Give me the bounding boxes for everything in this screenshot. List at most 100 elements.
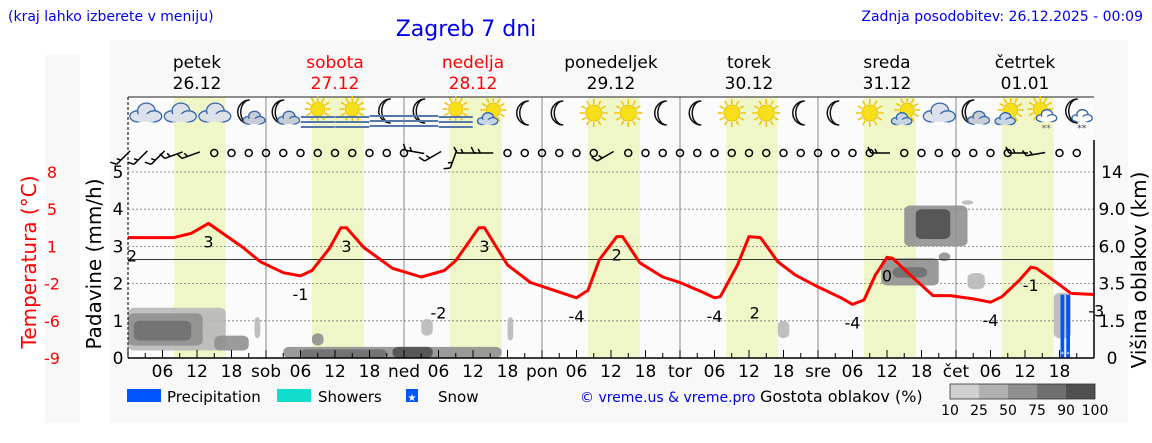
cloudy-icon	[129, 102, 163, 123]
wind-barb-feather	[133, 157, 139, 161]
precipitation-axis-label: Padavine (mm/h)	[82, 178, 106, 349]
wind-barb-icon	[159, 151, 183, 160]
wind-calm-icon	[330, 148, 340, 158]
moon-shape	[792, 100, 805, 126]
x-tick-label: 06	[152, 362, 174, 382]
temperature-value-label: -3	[1088, 302, 1104, 321]
wind-barb-feather	[166, 152, 171, 157]
precipitation-tick: 0	[113, 349, 124, 369]
day-name: petek	[173, 53, 221, 73]
cloudy-icon	[198, 102, 232, 123]
sun-ray	[913, 113, 919, 118]
wind-calm-icon	[796, 148, 805, 158]
sun-ray	[770, 100, 774, 106]
daylight-band	[726, 97, 778, 358]
x-tick-label: 06	[566, 362, 588, 382]
x-tick-label: 06	[704, 362, 726, 382]
density-swatch	[950, 384, 979, 399]
wind-calm-icon	[727, 148, 736, 158]
day-date: 30.12	[725, 74, 774, 94]
snow-icon: *	[1061, 351, 1064, 358]
precipitation-bar	[1066, 294, 1070, 358]
wind-calm-icon	[348, 148, 357, 158]
wind-calm-icon	[641, 148, 650, 158]
wind-barb-shaft	[596, 150, 614, 162]
sun-ray	[1043, 97, 1048, 103]
sun-ray	[340, 101, 346, 106]
daylight-band	[450, 97, 502, 358]
sun-ray	[581, 105, 587, 110]
temperature-value-label: -4	[845, 313, 861, 332]
wind-calm-icon	[848, 148, 857, 158]
wind-barb-feather	[418, 156, 426, 162]
moon-fog-icon	[404, 98, 439, 127]
cloud-height-tick: 3.5	[1098, 275, 1125, 295]
x-tick-label: 12	[600, 362, 622, 382]
temperature-tick: -6	[44, 312, 60, 331]
moon-cloud-icon	[961, 99, 991, 125]
moon-icon	[654, 100, 667, 126]
sun-ray	[601, 116, 607, 121]
sun-ray	[620, 100, 625, 106]
sun-disc	[723, 104, 741, 122]
wind-barb-shaft	[181, 151, 201, 160]
sun-ray	[773, 116, 779, 121]
sun-ray	[632, 100, 636, 106]
sun-ray	[620, 120, 625, 126]
page-title: Zagreb 7 dni	[396, 17, 537, 42]
sun-ray	[735, 100, 740, 106]
cloud-density-area	[892, 267, 928, 278]
moon-shape	[826, 100, 840, 126]
sun-ray	[355, 97, 360, 103]
sun-ray	[873, 120, 878, 126]
sun-ray	[345, 97, 349, 103]
wind-calm-icon	[399, 148, 409, 158]
wind-barb-feather	[127, 161, 135, 166]
x-tick-label: 12	[876, 362, 898, 382]
wind-barb-shaft	[405, 149, 425, 155]
precipitation-tick: 4	[113, 200, 124, 220]
wind-calm-icon	[503, 148, 512, 158]
sun-disc	[757, 104, 775, 122]
sun-disc	[448, 101, 464, 117]
sun-disc	[310, 101, 326, 117]
sun-ray	[1033, 97, 1037, 103]
temperature-value-label: -1	[1023, 276, 1039, 295]
daylight-band	[588, 97, 640, 358]
sun-ray	[1017, 102, 1023, 107]
last-updated: Zadnja posodobitev: 26.12.2025 - 00:09	[861, 9, 1143, 25]
wind-barb-feather	[447, 161, 453, 164]
moon-cloud-icon	[237, 99, 266, 125]
sun-ray	[635, 116, 641, 121]
sun-ray	[719, 105, 725, 110]
sun-ray	[581, 116, 587, 121]
cloud-height-tick: 6.0	[1098, 237, 1125, 257]
wind-barb-feather	[867, 146, 872, 154]
day-date: 26.12	[173, 74, 222, 94]
wind-barb-feather	[453, 146, 458, 154]
wind-calm-icon	[313, 148, 322, 158]
wind-barb-shaft	[116, 150, 131, 165]
temperature-tick: -2	[44, 275, 60, 294]
wind-barb-feather	[402, 143, 407, 151]
sun-ray	[900, 98, 904, 104]
day-name: sobota	[306, 53, 364, 73]
wind-barb-feather	[1005, 146, 1010, 154]
cloud-density-area	[300, 349, 387, 358]
sun-ray	[499, 113, 505, 118]
showers-swatch	[277, 389, 311, 402]
sun-ray	[877, 105, 883, 110]
density-swatch	[1008, 384, 1037, 399]
x-tick-label: 12	[462, 362, 484, 382]
moon-fog-icon	[369, 98, 404, 127]
wind-barb-icon	[1021, 149, 1046, 157]
sun-icon	[614, 99, 643, 127]
snowflake-icon: **	[1077, 124, 1087, 134]
x-day-label: tor	[668, 362, 692, 382]
wind-calm-icon	[675, 148, 685, 158]
cloud-density-area	[915, 209, 951, 239]
wind-barb-icon	[176, 151, 201, 160]
sun-fog-icon	[335, 96, 370, 128]
wind-barb-feather	[150, 157, 156, 161]
